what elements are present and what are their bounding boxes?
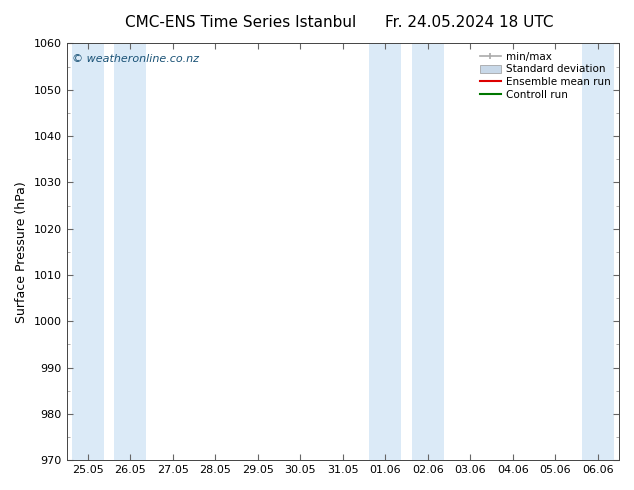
Bar [581,44,614,460]
Text: Fr. 24.05.2024 18 UTC: Fr. 24.05.2024 18 UTC [385,15,553,30]
Y-axis label: Surface Pressure (hPa): Surface Pressure (hPa) [15,181,28,323]
Bar [72,44,104,460]
Bar [114,44,146,460]
Legend: min/max, Standard deviation, Ensemble mean run, Controll run: min/max, Standard deviation, Ensemble me… [477,49,614,103]
Bar [411,44,444,460]
Bar [369,44,401,460]
Text: CMC-ENS Time Series Istanbul: CMC-ENS Time Series Istanbul [126,15,356,30]
Text: © weatheronline.co.nz: © weatheronline.co.nz [72,54,199,64]
